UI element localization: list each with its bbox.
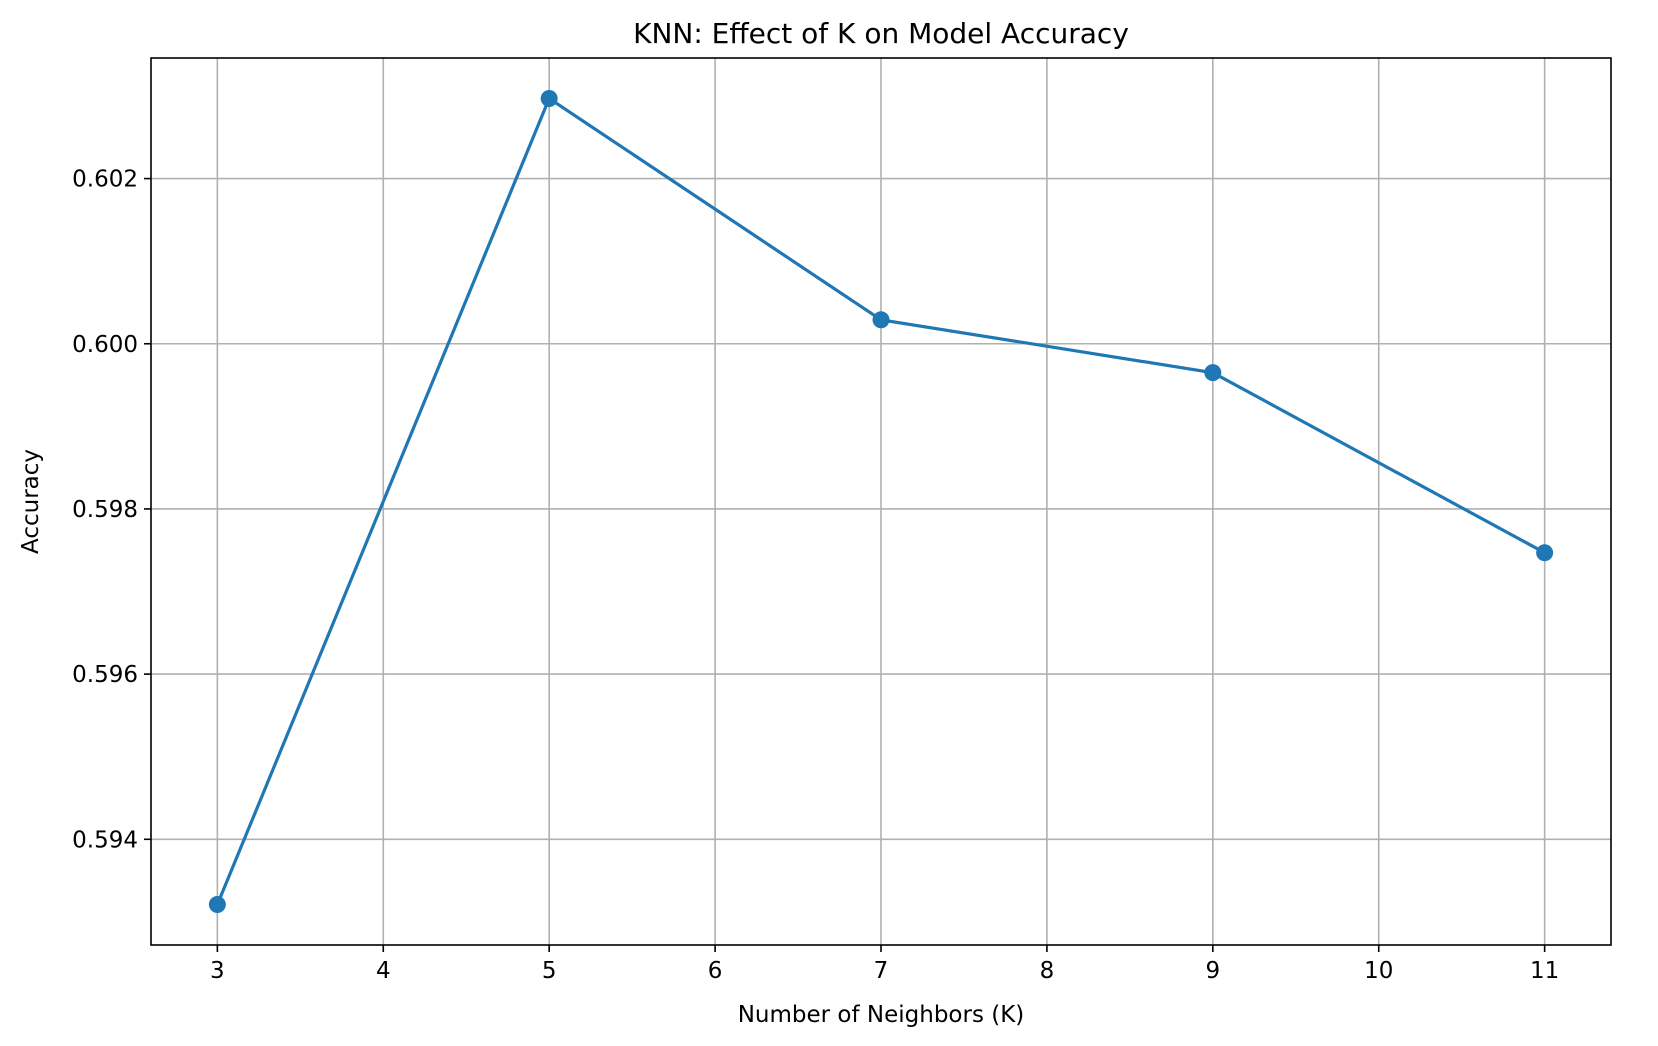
x-tick-label: 5 bbox=[542, 958, 557, 984]
x-tick-label: 3 bbox=[210, 958, 225, 984]
series-layer bbox=[208, 89, 1554, 914]
y-tick-label: 0.594 bbox=[72, 827, 138, 853]
x-tick-label: 4 bbox=[376, 958, 391, 984]
x-axis-title: Number of Neighbors (K) bbox=[738, 1002, 1025, 1028]
data-point bbox=[1536, 544, 1554, 562]
data-point bbox=[1204, 364, 1222, 382]
y-tick-label: 0.600 bbox=[72, 332, 138, 358]
y-axis-title: Accuracy bbox=[18, 449, 44, 554]
grid bbox=[151, 58, 1611, 945]
data-point bbox=[208, 896, 226, 914]
chart-title: KNN: Effect of K on Model Accuracy bbox=[633, 17, 1129, 50]
x-tick-label: 8 bbox=[1040, 958, 1055, 984]
ticks: 3 4 5 6 7 8 9 10 11 0.594 0.596 0.598 0.600 0.602 bbox=[72, 167, 1559, 984]
x-tick-label: 9 bbox=[1205, 958, 1220, 984]
x-tick-label: 6 bbox=[708, 958, 723, 984]
x-tick-label: 7 bbox=[874, 958, 889, 984]
y-tick-label: 0.602 bbox=[72, 167, 138, 193]
x-tick-label: 10 bbox=[1364, 958, 1393, 984]
data-point bbox=[540, 89, 558, 107]
y-tick-label: 0.596 bbox=[72, 662, 138, 688]
data-point bbox=[872, 311, 890, 329]
y-tick-label: 0.598 bbox=[72, 497, 138, 523]
x-tick-label: 11 bbox=[1530, 958, 1559, 984]
